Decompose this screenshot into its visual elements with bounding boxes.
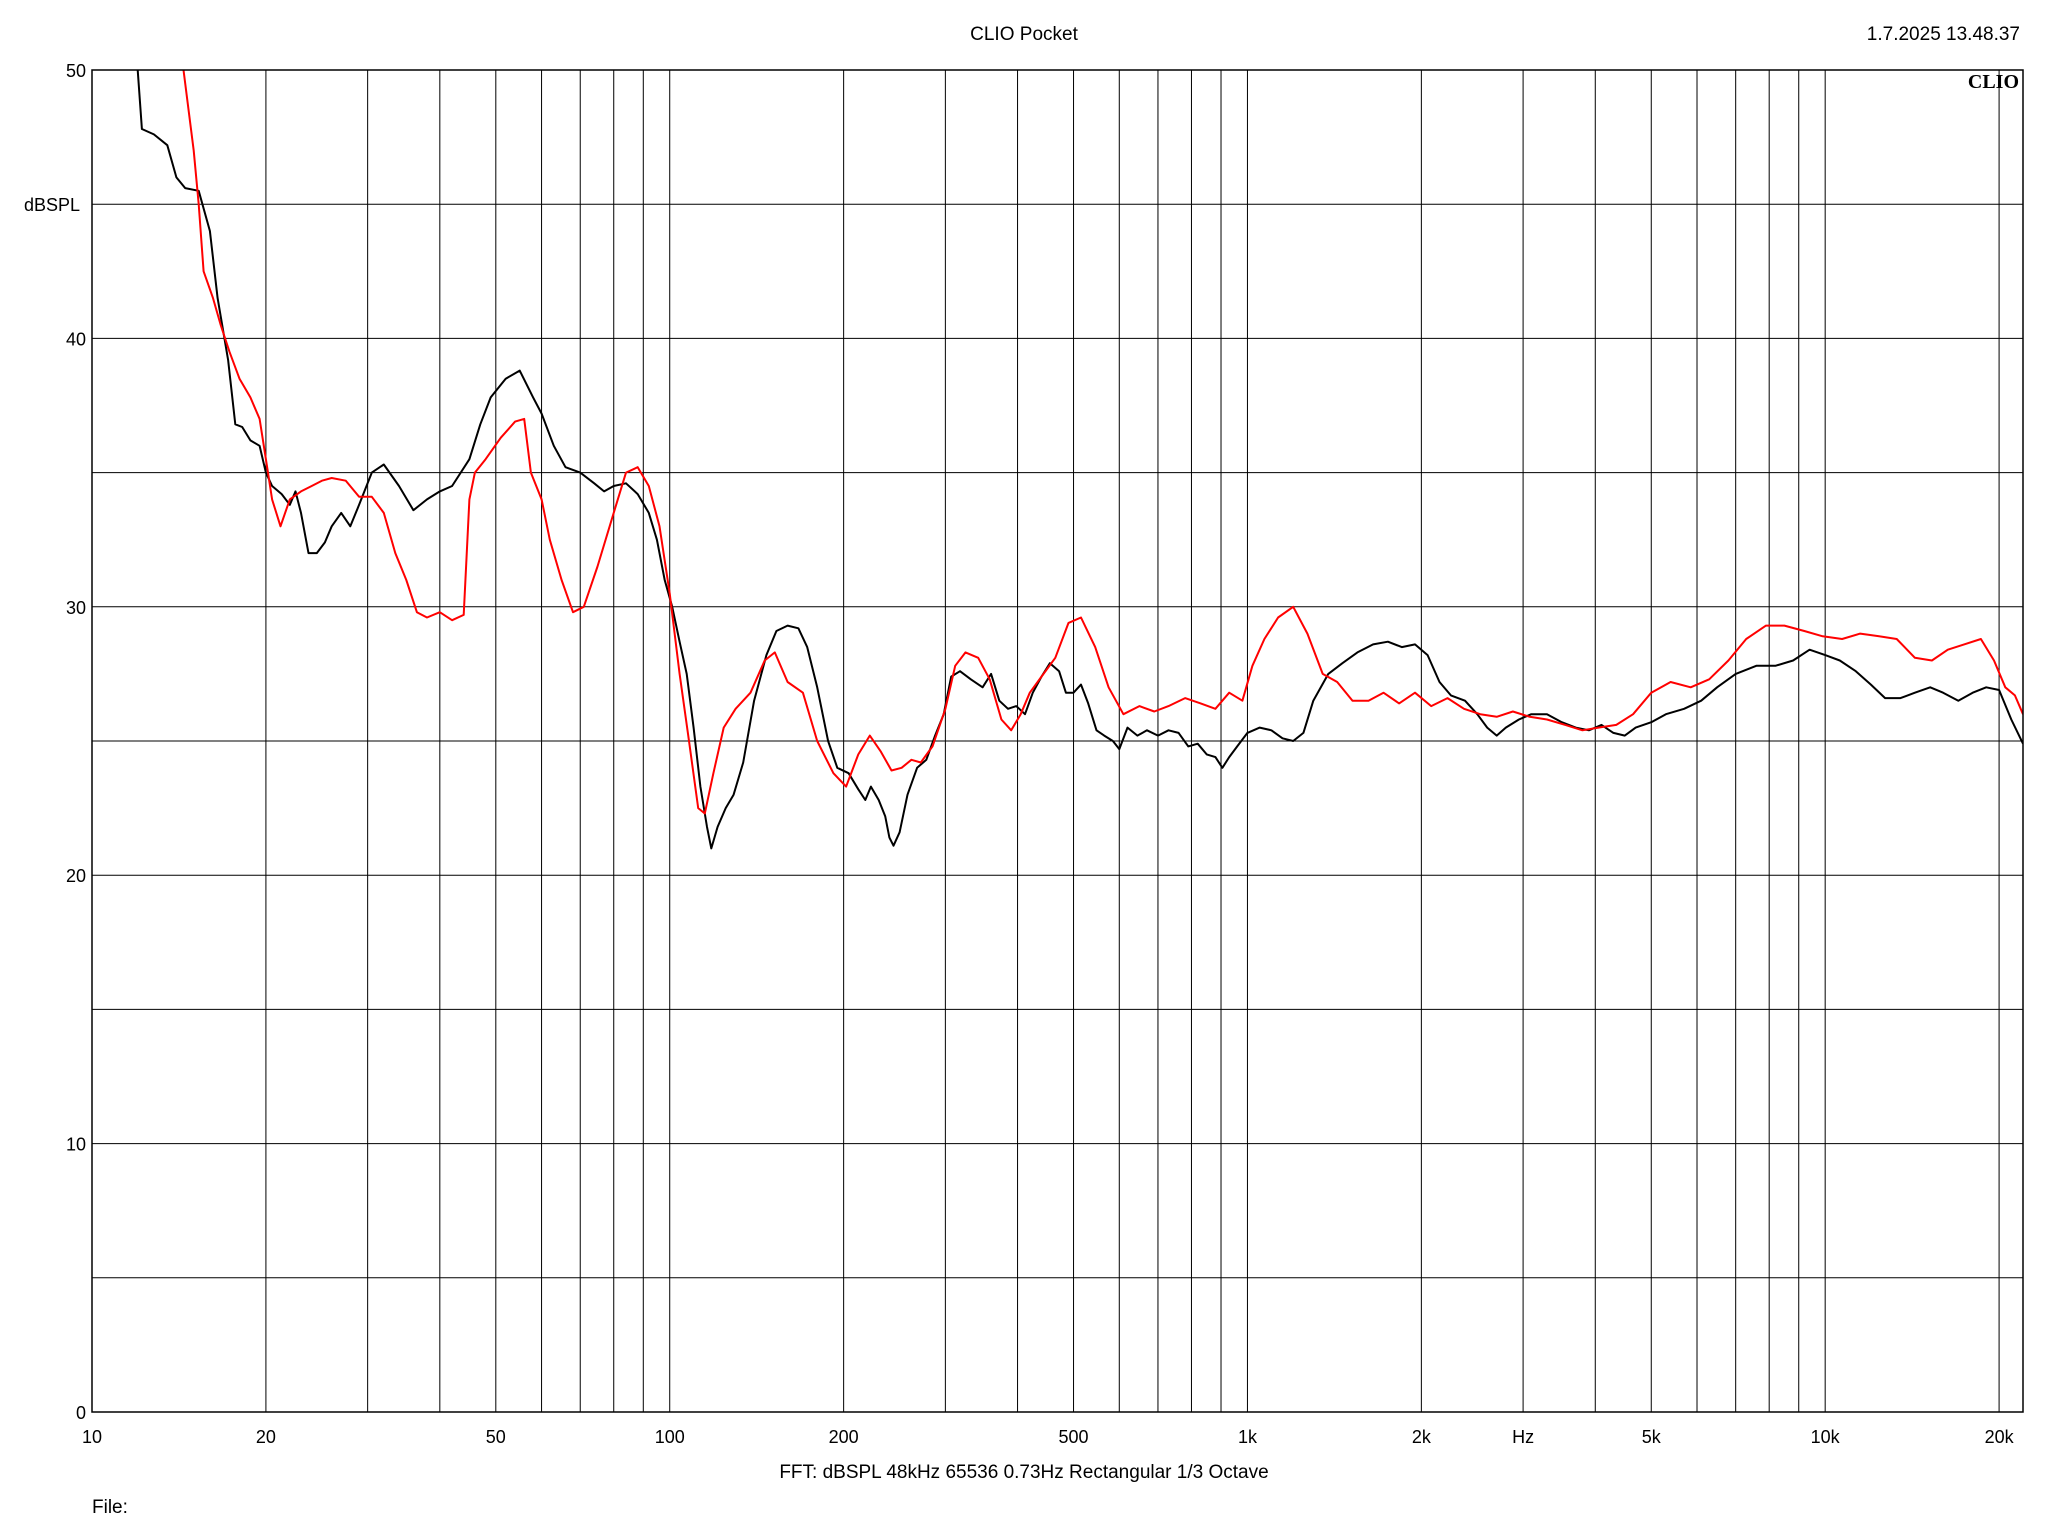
chart-title: CLIO Pocket xyxy=(970,24,1078,45)
x-tick-label: 10 xyxy=(82,1427,102,1447)
y-tick-label: 10 xyxy=(66,1135,86,1155)
y-tick-label: 40 xyxy=(66,329,86,349)
x-tick-label: 1k xyxy=(1238,1427,1258,1447)
grid xyxy=(92,70,2023,1412)
series-layer xyxy=(136,70,2023,850)
x-tick-label: 50 xyxy=(486,1427,506,1447)
file-label: File: xyxy=(92,1497,128,1518)
series-line-2 xyxy=(182,70,2023,815)
x-tick-label: 2k xyxy=(1412,1427,1432,1447)
clio-logo: CLIO xyxy=(1968,71,2019,93)
x-tick-label: 10k xyxy=(1811,1427,1841,1447)
x-tick-label: 20k xyxy=(1985,1427,2015,1447)
measurement-settings: FFT: dBSPL 48kHz 65536 0.73Hz Rectangula… xyxy=(779,1462,1269,1483)
timestamp: 1.7.2025 13.48.37 xyxy=(1866,24,2020,45)
y-tick-label: 20 xyxy=(66,866,86,886)
y-tick-label: 30 xyxy=(66,598,86,618)
y-tick-label: 0 xyxy=(76,1403,86,1423)
y-axis-label: dBSPL xyxy=(24,195,80,215)
series-line-1 xyxy=(136,70,2023,850)
x-axis-label: Hz xyxy=(1512,1427,1534,1447)
x-tick-label: 5k xyxy=(1642,1427,1662,1447)
plot-frame xyxy=(91,69,2024,1413)
x-tick-label: 500 xyxy=(1059,1427,1089,1447)
x-tick-label: 200 xyxy=(829,1427,859,1447)
x-tick-label: 20 xyxy=(256,1427,276,1447)
y-tick-label: 50 xyxy=(66,61,86,81)
x-tick-label: 100 xyxy=(655,1427,685,1447)
axis-labels: 10 20 50 100 200 500 1k 2k 5k 10k 20k 0 10 20 30 40 50 Hz… xyxy=(24,61,2015,1447)
